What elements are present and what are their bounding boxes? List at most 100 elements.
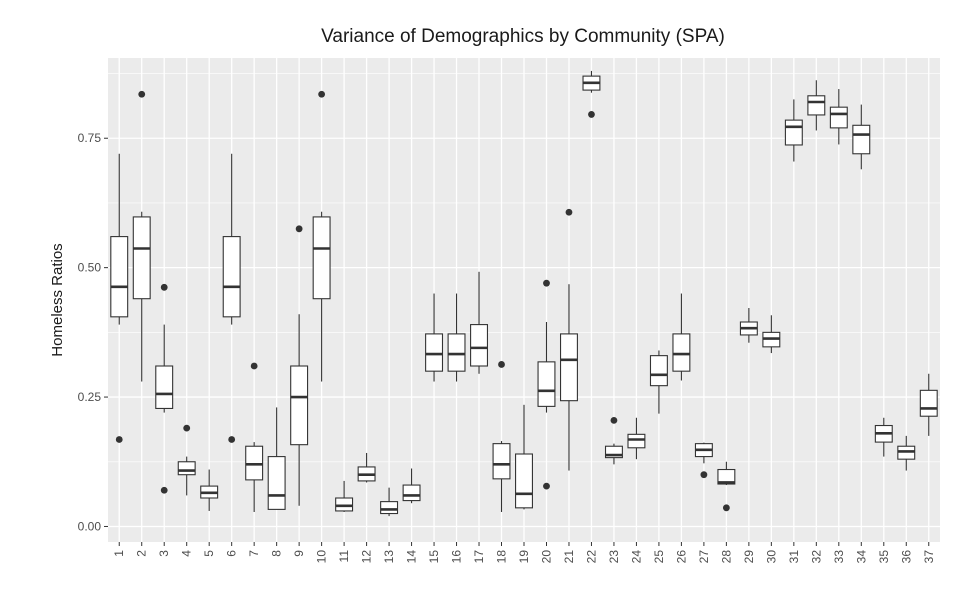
boxplot-22 [582, 70, 601, 118]
box-iqr [267, 456, 286, 510]
x-tick-label: 12 [360, 550, 374, 564]
outlier-point [610, 416, 618, 424]
y-tick-label: 0.50 [78, 261, 102, 275]
boxplot-10 [312, 90, 331, 382]
boxplot-21 [559, 208, 578, 471]
x-tick-label: 36 [899, 550, 913, 564]
x-tick-label: 25 [652, 550, 666, 564]
boxplot-33 [829, 89, 848, 145]
boxplot-9 [290, 225, 309, 506]
x-tick-label: 29 [742, 550, 756, 564]
boxplot-14 [402, 468, 421, 504]
boxplot-8 [267, 407, 286, 510]
x-axis: 1 2 3 4 5 6 7 8 9 10 11 12 13 14 15 16 17 18 19 20 21 22 23 24 2… [112, 542, 936, 563]
x-tick-label: 16 [450, 550, 464, 564]
y-axis-label: Homeless Ratios [49, 243, 66, 356]
box-iqr [132, 216, 151, 300]
x-tick-label: 14 [405, 550, 419, 564]
boxplot-27 [694, 442, 713, 479]
boxplot-series [110, 70, 938, 517]
x-tick-label: 1 [112, 550, 126, 557]
box-iqr [177, 461, 196, 476]
x-tick-label: 37 [922, 550, 936, 564]
x-tick-label: 13 [382, 550, 396, 564]
outlier-point [183, 424, 191, 432]
x-tick-label: 30 [764, 550, 778, 564]
box-iqr [110, 236, 129, 318]
box-iqr [537, 361, 556, 407]
y-tick-label: 0.00 [78, 519, 102, 533]
box-iqr [290, 365, 309, 446]
outlier-point [318, 90, 326, 98]
x-tick-label: 31 [787, 550, 801, 564]
boxplot-31 [784, 99, 803, 162]
boxplot-2 [132, 90, 151, 382]
x-tick-label: 15 [427, 550, 441, 564]
x-tick-label: 5 [202, 550, 216, 557]
box-iqr [852, 124, 871, 155]
x-tick-label: 20 [539, 550, 553, 564]
x-tick-label: 18 [495, 550, 509, 564]
boxplot-26 [672, 293, 691, 381]
x-tick-label: 6 [225, 550, 239, 557]
box-iqr [604, 445, 623, 459]
box-iqr [515, 453, 533, 509]
boxplot-19 [515, 404, 533, 510]
outlier-point [138, 90, 146, 98]
boxplot-18 [492, 361, 511, 512]
x-tick-label: 3 [157, 550, 171, 557]
box-iqr [447, 333, 466, 372]
x-tick-label: 24 [629, 550, 643, 564]
boxplot-12 [357, 452, 376, 483]
box-iqr [470, 324, 489, 367]
x-tick-label: 8 [270, 550, 284, 557]
x-tick-label: 19 [517, 550, 531, 564]
boxplot-25 [649, 350, 668, 414]
boxplot-16 [447, 293, 466, 382]
box-iqr [425, 333, 444, 372]
outlier-point [722, 504, 730, 512]
box-iqr [649, 355, 668, 387]
x-tick-label: 23 [607, 550, 621, 564]
box-iqr [829, 106, 848, 129]
x-tick-label: 22 [584, 550, 598, 564]
boxplot-6 [222, 153, 241, 443]
box-iqr [402, 484, 421, 502]
x-tick-label: 17 [472, 550, 486, 564]
x-tick-label: 34 [854, 550, 868, 564]
y-axis: 0.00 0.25 0.50 0.75 [78, 131, 108, 533]
box-iqr [672, 333, 691, 372]
boxplot-34 [852, 104, 871, 170]
x-tick-label: 11 [337, 550, 351, 563]
outlier-point [498, 361, 505, 368]
box-iqr [222, 236, 241, 318]
x-tick-label: 27 [697, 550, 711, 564]
outlier-point [250, 362, 258, 370]
box-iqr [492, 443, 511, 480]
box-iqr [627, 433, 646, 449]
boxplot-4 [177, 424, 196, 496]
box-iqr [717, 468, 736, 485]
x-tick-label: 7 [247, 550, 261, 557]
box-iqr [155, 365, 174, 409]
outlier-point [588, 111, 595, 118]
boxplot-17 [470, 271, 489, 374]
boxplot-3 [155, 283, 174, 494]
x-tick-label: 32 [809, 550, 823, 564]
boxplot-37 [919, 373, 938, 436]
boxplot-29 [739, 308, 758, 343]
plot-area: 0.000.250.500.751 2 3 4 5 6 7 8 9 10 11 12 13 14 15 16 1… [78, 58, 940, 563]
boxplot-28 [717, 461, 736, 512]
boxplot-20 [537, 279, 556, 490]
boxplot-5 [200, 469, 219, 511]
boxplot-11 [335, 480, 354, 512]
x-tick-label: 9 [292, 550, 306, 557]
boxplot-36 [897, 435, 916, 471]
y-tick-label: 0.25 [78, 390, 102, 404]
chart-title: Variance of Demographics by Community (S… [321, 26, 725, 47]
outlier-point [228, 436, 236, 443]
boxplot-1 [110, 153, 129, 443]
box-iqr [784, 119, 803, 146]
